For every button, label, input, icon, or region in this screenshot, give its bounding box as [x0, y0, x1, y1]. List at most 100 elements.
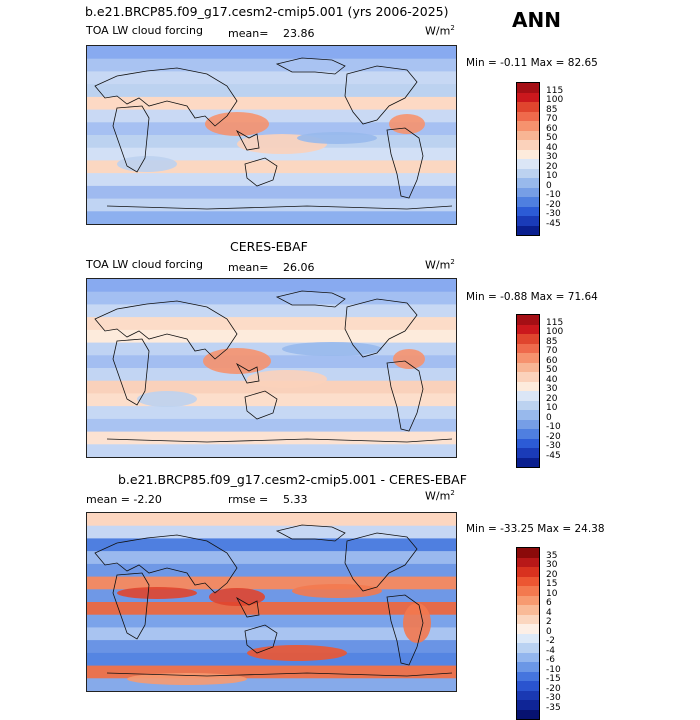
- field-band: [87, 418, 456, 433]
- colorbar: [516, 547, 540, 720]
- units-label: W/m2: [425, 24, 455, 38]
- variable-label: TOA LW cloud forcing: [86, 258, 203, 271]
- colorbar-swatch: [517, 681, 539, 691]
- field-band: [87, 627, 456, 641]
- colorbar-tick-label: 115: [546, 85, 564, 96]
- coastline: [386, 594, 424, 666]
- colorbar-swatch: [517, 362, 539, 372]
- field-anomaly: [117, 156, 177, 172]
- colorbar-swatch: [517, 225, 539, 235]
- colorbar-tick-label: -10: [546, 190, 561, 200]
- field-band: [87, 71, 456, 85]
- field-anomaly: [393, 349, 425, 369]
- colorbar-swatch: [517, 111, 539, 121]
- colorbar-swatch: [517, 419, 539, 429]
- colorbar-swatch: [517, 595, 539, 605]
- colorbar-tick-label: -10: [546, 422, 561, 432]
- field-band: [87, 513, 456, 527]
- colorbar-swatch: [517, 548, 539, 558]
- coastline: [386, 360, 424, 432]
- colorbar-swatch: [517, 130, 539, 140]
- colorbar-swatch: [517, 372, 539, 382]
- colorbar-swatch: [517, 700, 539, 710]
- coastline: [344, 65, 418, 125]
- field-band: [87, 160, 456, 174]
- rmse-value: 5.33: [283, 493, 308, 506]
- colorbar-tick-label: 50: [546, 365, 558, 375]
- colorbar-swatch: [517, 140, 539, 150]
- field-anomaly: [203, 348, 271, 374]
- coastline: [235, 362, 260, 384]
- colorbar-swatch: [517, 614, 539, 624]
- coastline: [344, 298, 418, 358]
- field-band: [87, 147, 456, 161]
- colorbar-tick-label: -4: [546, 645, 555, 656]
- field-band: [87, 380, 456, 394]
- colorbar-swatch: [517, 102, 539, 112]
- colorbar-swatch: [517, 567, 539, 577]
- colorbar-swatch: [517, 410, 539, 420]
- field-band: [87, 122, 456, 136]
- colorbar-tick-label: -2: [546, 636, 555, 646]
- field-anomaly: [247, 370, 327, 388]
- colorbar: [516, 82, 540, 236]
- field-band: [87, 46, 456, 60]
- coastline: [94, 534, 238, 594]
- field-anomaly: [297, 132, 377, 144]
- variable-label: TOA LW cloud forcing: [86, 24, 203, 37]
- field-band: [87, 291, 456, 305]
- coastline: [244, 390, 278, 420]
- mean-value: 26.06: [283, 261, 315, 274]
- coastline: [344, 532, 418, 592]
- field-anomaly: [247, 645, 347, 661]
- colorbar-tick-label: 0: [546, 180, 552, 191]
- coastline: [94, 300, 238, 360]
- colorbar-swatch: [517, 168, 539, 178]
- colorbar-tick-label: 50: [546, 133, 558, 143]
- field-band: [87, 96, 456, 111]
- colorbar-tick-label: 30: [546, 560, 558, 570]
- field-anomaly: [117, 587, 197, 599]
- colorbar-tick-label: -45: [546, 218, 561, 229]
- field-band: [87, 304, 456, 318]
- coastline: [94, 67, 238, 127]
- colorbar-swatch: [517, 643, 539, 653]
- field-band: [87, 279, 456, 293]
- colorbar-swatch: [517, 633, 539, 643]
- colorbar-swatch: [517, 324, 539, 334]
- field-band: [87, 317, 456, 331]
- field-band: [87, 431, 456, 445]
- colorbar-swatch: [517, 586, 539, 596]
- field-band: [87, 198, 456, 212]
- field-anomaly: [403, 603, 431, 643]
- units-label: W/m2: [425, 258, 455, 272]
- colorbar-swatch: [517, 624, 539, 634]
- colorbar-swatch: [517, 187, 539, 197]
- colorbar-tick-label: -6: [546, 655, 555, 665]
- colorbar-swatch: [517, 605, 539, 615]
- field-band: [87, 355, 456, 369]
- colorbar: [516, 314, 540, 468]
- field-band: [87, 58, 456, 72]
- coastline: [275, 57, 346, 75]
- colorbar-tick-label: 20: [546, 393, 558, 404]
- colorbar-tick-label: -30: [546, 693, 561, 703]
- colorbar-tick-label: 10: [546, 588, 558, 599]
- colorbar-tick-label: 60: [546, 355, 558, 366]
- coastline: [275, 524, 346, 542]
- colorbar-tick-label: -10: [546, 664, 561, 675]
- field-anomaly: [205, 112, 269, 136]
- colorbar-tick-label: 20: [546, 161, 558, 172]
- field-band: [87, 444, 456, 457]
- colorbar-swatch: [517, 206, 539, 216]
- field-anomaly: [127, 673, 247, 685]
- colorbar-swatch: [517, 400, 539, 410]
- colorbar-swatch: [517, 92, 539, 102]
- colorbar-tick-label: -20: [546, 199, 561, 210]
- field-band: [87, 406, 456, 420]
- colorbar-tick-label: 6: [546, 598, 552, 608]
- colorbar-tick-label: 2: [546, 617, 552, 627]
- field-band: [87, 84, 456, 98]
- rmse-label: rmse =: [228, 493, 269, 506]
- field-anomaly: [389, 114, 425, 134]
